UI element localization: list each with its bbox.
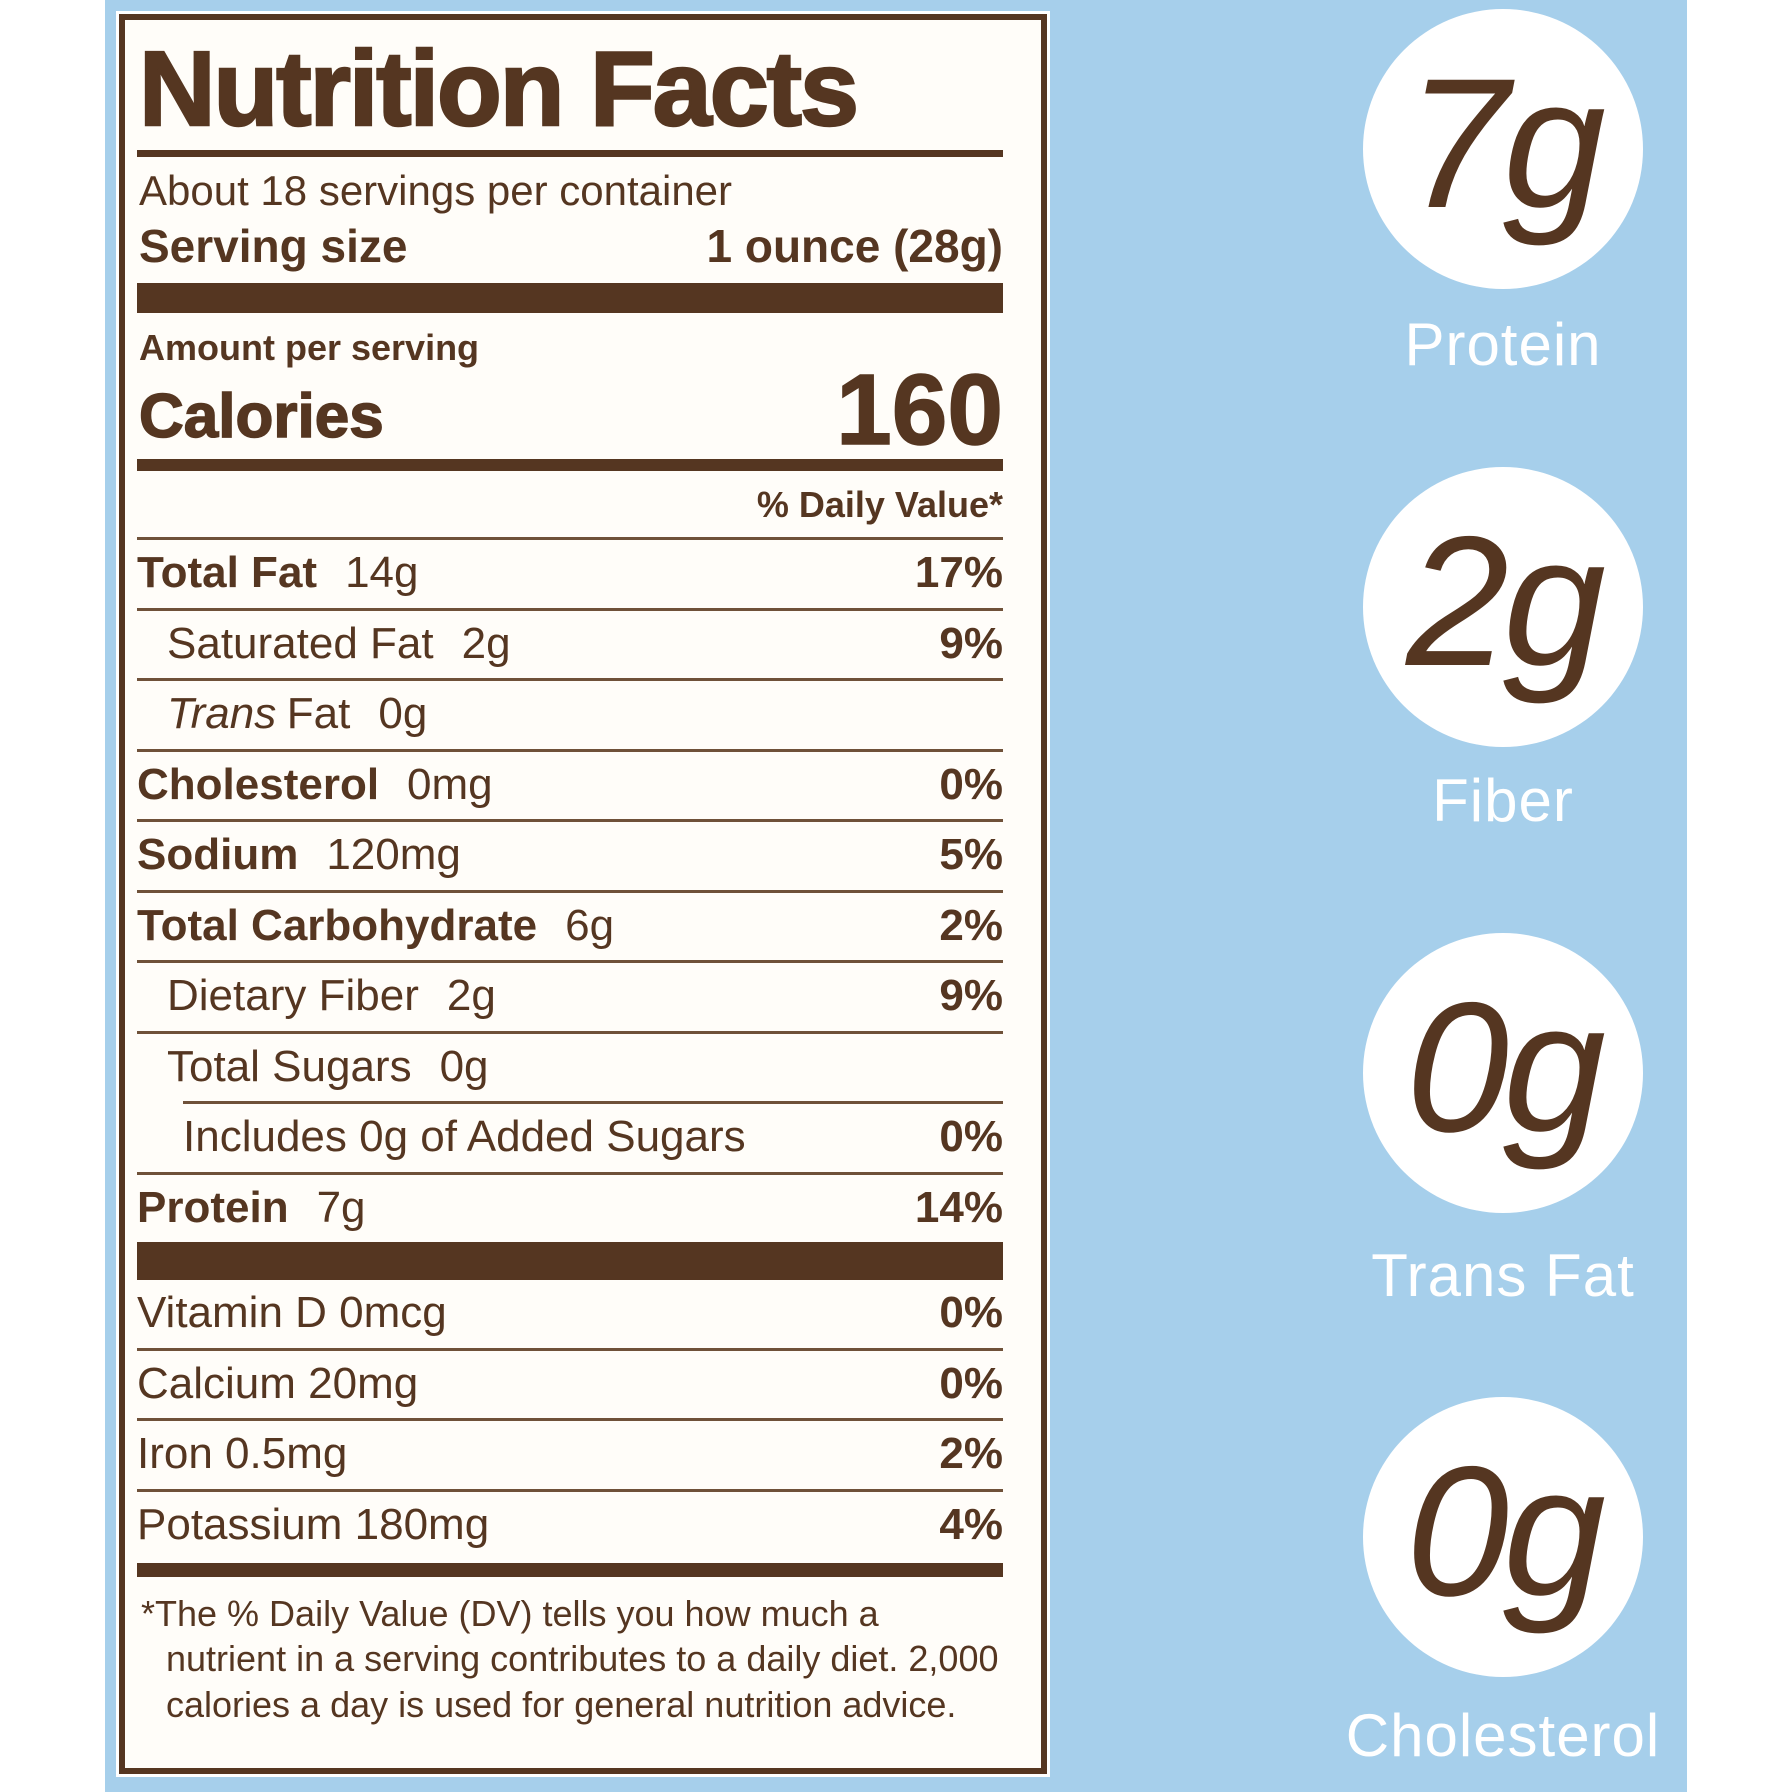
nutrient-name: Cholesterol: [137, 759, 380, 809]
nutrient-amount: 6g: [565, 900, 615, 950]
nutrient-amount: 14g: [345, 548, 419, 598]
serving-size-value: 1 ounce (28g): [706, 220, 1003, 273]
nutrition-label-border: Nutrition Facts About 18 servings per co…: [119, 14, 1047, 1774]
nutrient-name: Calcium 20mg: [137, 1358, 419, 1408]
daily-value-header: % Daily Value*: [756, 484, 1003, 526]
nutrient-dv: 0%: [939, 1358, 1003, 1408]
serving-size-row: Serving size 1 ounce (28g): [139, 219, 1003, 273]
nutrient-name-italic: Trans: [167, 689, 277, 739]
calories-label: Calories: [138, 382, 384, 452]
nutrient-amount: 0mg: [407, 759, 493, 809]
nutrient-name: Dietary Fiber: [167, 971, 419, 1021]
nutrient-name: Includes 0g of Added Sugars: [183, 1112, 746, 1162]
nutrient-amount: 0g: [378, 689, 428, 739]
highlight-circle-fiber: 2g: [1363, 467, 1643, 747]
nutrient-amount: 2g: [461, 618, 511, 668]
nutrient-dv: 9%: [939, 618, 1003, 668]
micronutrient-row-potassium: Potassium 180mg 4%: [137, 1489, 1003, 1560]
section-bar-top: [137, 283, 1003, 314]
nutrient-amount: 0g: [439, 1041, 489, 1091]
highlight-value-protein: 7g: [1406, 40, 1606, 247]
nutrient-name: Sodium: [137, 830, 299, 880]
highlight-label-cholesterol: Cholesterol: [1345, 1702, 1661, 1769]
calories-rule: [137, 459, 1003, 472]
nutrient-row-total-sugars: Total Sugars 0g: [137, 1030, 1003, 1102]
highlight-value-trans-fat: 0g: [1406, 964, 1606, 1171]
nutrient-row-dietary-fiber: Dietary Fiber 2g 9%: [137, 960, 1003, 1031]
nutrient-name: Vitamin D 0mcg: [137, 1288, 447, 1338]
nutrient-row-added-sugars: Includes 0g of Added Sugars 0%: [183, 1101, 1003, 1172]
micronutrient-row-vitamin-d: Vitamin D 0mcg 0%: [137, 1280, 1003, 1348]
nutrient-dv: 0%: [939, 759, 1003, 809]
highlight-label-fiber: Fiber: [1432, 767, 1574, 834]
nutrient-dv: 0%: [939, 1288, 1003, 1338]
nutrition-facts-title: Nutrition Facts: [138, 30, 860, 148]
nutrient-dv: 4%: [939, 1500, 1003, 1549]
nutrient-dv: 2%: [939, 1429, 1003, 1479]
highlight-circle-trans-fat: 0g: [1363, 933, 1643, 1213]
nutrient-dv: 14%: [914, 1182, 1003, 1232]
nutrient-name: Total Carbohydrate: [137, 900, 538, 950]
micronutrient-row-calcium: Calcium 20mg 0%: [137, 1347, 1003, 1419]
highlight-value-fiber: 2g: [1406, 498, 1606, 705]
nutrient-row-total-fat: Total Fat 14g 17%: [137, 537, 1003, 608]
nutrient-name: Total Sugars: [167, 1041, 412, 1091]
section-bar-footnote: [137, 1562, 1003, 1577]
nutrient-name: Protein: [137, 1182, 289, 1232]
title-rule: [137, 150, 1003, 157]
nutrient-row-protein: Protein 7g 14%: [137, 1171, 1003, 1243]
amount-per-serving-label: Amount per serving: [139, 327, 480, 369]
section-bar-protein: [137, 1242, 1003, 1281]
nutrient-dv: 0%: [939, 1112, 1003, 1162]
nutrient-row-trans-fat: Trans Fat 0g: [137, 678, 1003, 749]
highlight-label-trans-fat: Trans Fat: [1371, 1242, 1635, 1309]
micronutrient-row-iron: Iron 0.5mg 2%: [137, 1418, 1003, 1489]
nutrient-name: Fat: [286, 689, 351, 739]
servings-per-container: About 18 servings per container: [139, 167, 733, 214]
calories-value: 160: [835, 354, 1003, 467]
nutrient-amount: 120mg: [326, 830, 461, 880]
nutrient-dv: 9%: [939, 971, 1003, 1021]
highlight-circle-protein: 7g: [1363, 9, 1643, 289]
nutrient-dv: 2%: [939, 900, 1003, 950]
highlight-circle-cholesterol: 0g: [1363, 1397, 1643, 1677]
nutrient-amount: 7g: [316, 1182, 366, 1232]
nutrient-row-total-carbohydrate: Total Carbohydrate 6g 2%: [137, 889, 1003, 961]
nutrient-name: Potassium 180mg: [137, 1500, 490, 1549]
blue-background-panel: Nutrition Facts About 18 servings per co…: [105, 0, 1687, 1792]
nutrient-name: Iron 0.5mg: [137, 1429, 348, 1479]
nutrition-label-card: Nutrition Facts About 18 servings per co…: [116, 11, 1050, 1777]
nutrient-name: Saturated Fat: [167, 618, 434, 668]
calories-row: Calories 160: [138, 354, 1003, 467]
serving-size-label: Serving size: [139, 220, 408, 273]
highlight-value-cholesterol: 0g: [1406, 1428, 1606, 1635]
nutrient-row-saturated-fat: Saturated Fat 2g 9%: [137, 607, 1003, 679]
nutrient-dv: 17%: [914, 548, 1003, 598]
daily-value-footnote: *The % Daily Value (DV) tells you how mu…: [141, 1592, 999, 1725]
nutrient-row-sodium: Sodium 120mg 5%: [137, 819, 1003, 890]
nutrient-amount: 2g: [446, 971, 496, 1021]
nutrient-dv: 5%: [939, 830, 1003, 880]
highlight-label-protein: Protein: [1404, 311, 1602, 378]
nutrient-row-cholesterol: Cholesterol 0mg 0%: [137, 748, 1003, 820]
nutrient-name: Total Fat: [137, 548, 318, 598]
